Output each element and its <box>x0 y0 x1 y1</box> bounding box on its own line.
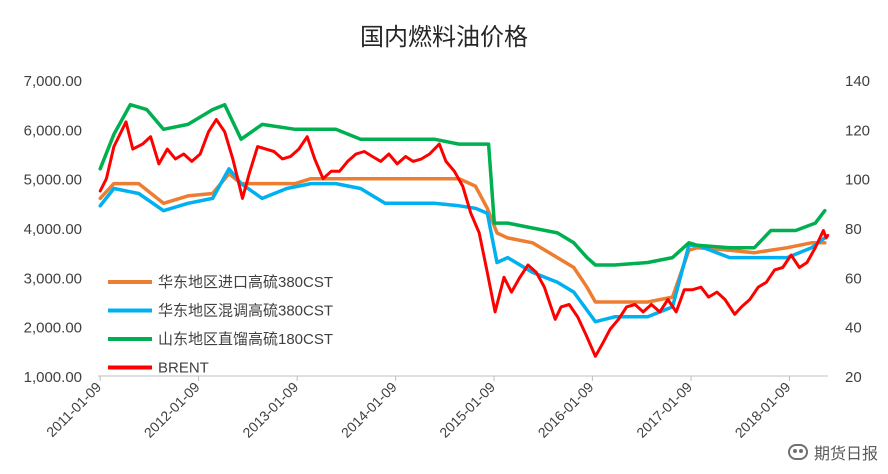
legend-label-1: 华东地区进口高硫380CST <box>158 274 333 291</box>
x-tick-label: 2012-01-09 <box>141 379 203 441</box>
y-left-tick-label: 2,000.00 <box>24 320 82 337</box>
y-right-tick-label: 140 <box>845 73 870 90</box>
y-right-tick-label: 20 <box>845 369 862 386</box>
y-right-tick-label: 80 <box>845 221 862 238</box>
y-left-tick-label: 3,000.00 <box>24 270 82 287</box>
x-tick-label: 2011-01-09 <box>43 379 104 440</box>
series-line-4 <box>98 118 830 358</box>
y-right-tick-label: 100 <box>845 172 870 189</box>
series-line-3 <box>98 102 827 267</box>
legend-label-4: BRENT <box>158 360 209 377</box>
x-tick-label: 2014-01-09 <box>338 379 400 441</box>
x-tick-label: 2016-01-09 <box>535 379 597 441</box>
x-tick-label: 2017-01-09 <box>633 379 695 441</box>
y-left-tick-label: 4,000.00 <box>24 221 82 238</box>
y-left-tick-label: 7,000.00 <box>24 73 82 90</box>
chart-title: 国内燃料油价格 <box>360 23 528 51</box>
legend: 华东地区进口高硫380CST 华东地区混调高硫380CST 山东地区直馏高硫180C… <box>108 274 333 377</box>
y-left-tick-label: 1,000.00 <box>24 369 82 386</box>
watermark: 期货日报 <box>787 440 878 464</box>
x-tick-label: 2015-01-09 <box>436 379 498 441</box>
y-left-tick-label: 5,000.00 <box>24 172 82 189</box>
legend-label-3: 山东地区直馏高硫180CST <box>158 331 333 348</box>
wechat-icon <box>787 444 808 460</box>
y-right-tick-label: 60 <box>845 270 862 287</box>
watermark-text: 期货日报 <box>813 444 878 463</box>
x-tick-label: 2018-01-09 <box>732 379 794 441</box>
legend-label-2: 华东地区混调高硫380CST <box>158 303 333 320</box>
y-right-tick-label: 120 <box>845 122 870 139</box>
x-tick-label: 2013-01-09 <box>239 379 301 441</box>
y-right-tick-label: 40 <box>845 320 862 337</box>
y-left-tick-label: 6,000.00 <box>24 122 82 139</box>
series-layer <box>98 102 830 358</box>
